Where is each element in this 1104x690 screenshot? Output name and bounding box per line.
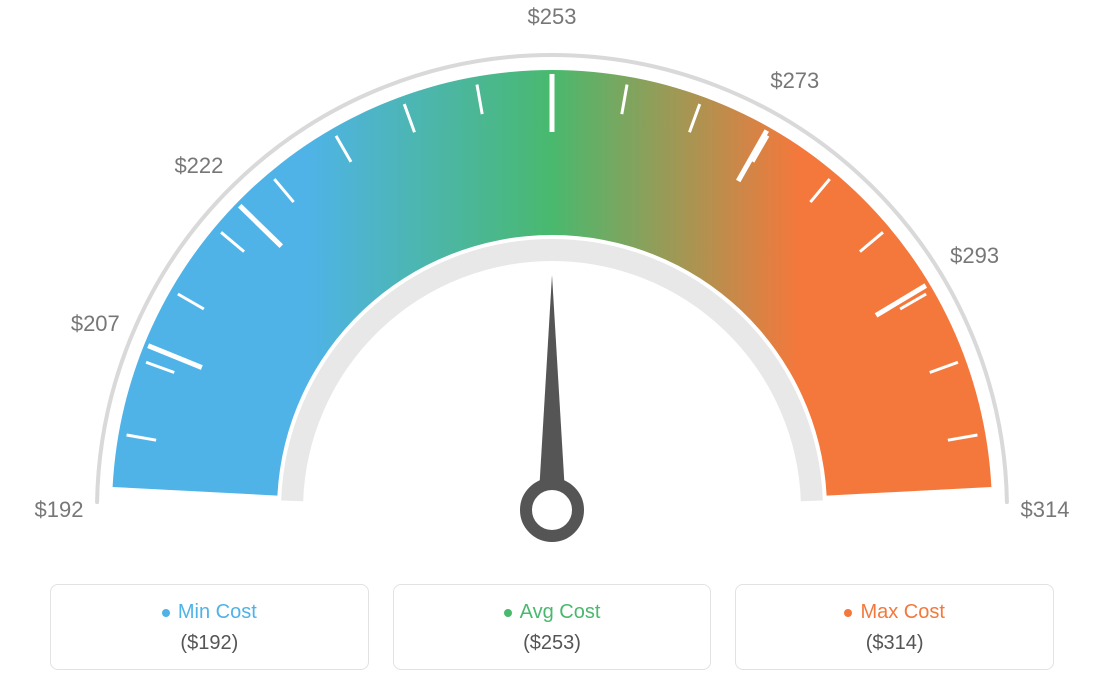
min-cost-card: Min Cost ($192) (50, 584, 369, 670)
avg-cost-title: Avg Cost (504, 601, 601, 624)
tick-label: $207 (71, 311, 120, 337)
tick-label: $222 (174, 153, 223, 179)
tick-label: $253 (528, 4, 577, 30)
gauge-svg (42, 10, 1062, 570)
tick-label: $314 (1021, 497, 1070, 523)
tick-label: $273 (770, 68, 819, 94)
avg-cost-card: Avg Cost ($253) (393, 584, 712, 670)
cost-gauge-chart: $192 $207 $222 $253 $273 $293 $314 Min Cost ($… (0, 0, 1104, 690)
tick-label: $293 (950, 243, 999, 269)
tick-label: $192 (35, 497, 84, 523)
needle-hub (526, 484, 578, 536)
min-cost-value: ($192) (61, 632, 358, 655)
max-cost-value: ($314) (746, 632, 1043, 655)
min-cost-title: Min Cost (162, 601, 257, 624)
avg-cost-value: ($253) (404, 632, 701, 655)
max-cost-title-text: Max Cost (860, 601, 944, 624)
max-cost-card: Max Cost ($314) (735, 584, 1054, 670)
min-dot-icon (162, 609, 170, 617)
max-dot-icon (844, 609, 852, 617)
max-cost-title: Max Cost (844, 601, 944, 624)
min-cost-title-text: Min Cost (178, 601, 257, 624)
cost-cards-row: Min Cost ($192) Avg Cost ($253) Max Cost… (0, 584, 1104, 670)
gauge-area: $192 $207 $222 $253 $273 $293 $314 (0, 0, 1104, 570)
avg-dot-icon (504, 609, 512, 617)
avg-cost-title-text: Avg Cost (520, 601, 601, 624)
